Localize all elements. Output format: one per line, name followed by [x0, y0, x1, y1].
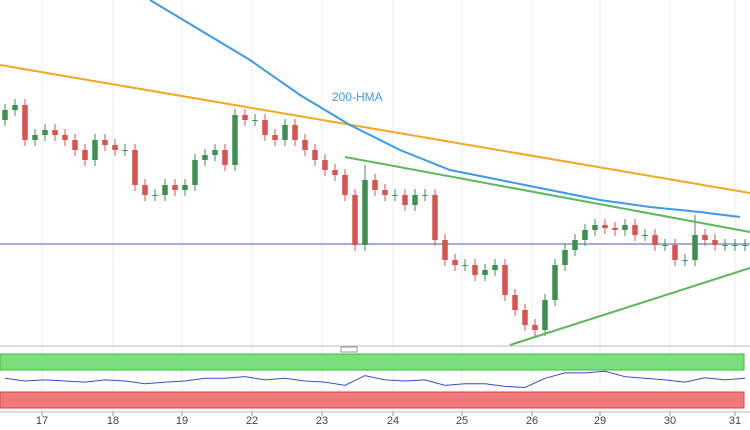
- x-tick-label: 22: [246, 415, 258, 427]
- candle-body: [602, 225, 608, 228]
- candle-body: [72, 140, 78, 150]
- candle-body: [232, 115, 238, 165]
- candle-body: [652, 235, 658, 245]
- candle-body: [252, 120, 258, 121]
- candle-body: [52, 130, 58, 135]
- candle-body: [312, 150, 318, 160]
- candle-body: [522, 310, 528, 325]
- candle-body: [482, 270, 488, 275]
- candle-body: [212, 150, 218, 155]
- candle-body: [172, 185, 178, 190]
- candle-body: [442, 240, 448, 260]
- candle-body: [132, 150, 138, 185]
- candle-body: [112, 145, 118, 150]
- candle-body: [742, 245, 748, 246]
- candle-body: [492, 265, 498, 270]
- resize-handle[interactable]: [340, 346, 358, 353]
- candle-body: [282, 125, 288, 140]
- candle-body: [662, 245, 668, 246]
- candle-body: [562, 250, 568, 265]
- x-tick-label: 31: [729, 415, 741, 427]
- candle-body: [122, 150, 128, 151]
- candle-body: [62, 135, 68, 140]
- candle-body: [302, 140, 308, 150]
- candle-body: [222, 150, 228, 165]
- candle-body: [22, 105, 28, 140]
- candle-body: [392, 195, 398, 196]
- candle-body: [12, 105, 18, 110]
- x-tick-label: 19: [176, 415, 188, 427]
- candle-body: [382, 190, 388, 195]
- candle-body: [682, 260, 688, 261]
- candle-body: [182, 185, 188, 190]
- rsi-overbought-band: [0, 353, 745, 371]
- candle-body: [242, 115, 248, 120]
- candle-body: [622, 225, 628, 230]
- candle-body: [42, 130, 48, 135]
- trendline: [0, 64, 750, 194]
- hma-label: 200-HMA: [332, 90, 383, 104]
- candle-body: [272, 135, 278, 140]
- candle-body: [732, 245, 738, 246]
- rsi-oversold-band: [0, 391, 745, 409]
- candle-body: [82, 150, 88, 160]
- candle-body: [102, 140, 108, 145]
- candle-body: [402, 195, 408, 205]
- candle-body: [162, 185, 168, 195]
- candle-body: [412, 195, 418, 205]
- x-tick-label: 26: [526, 415, 538, 427]
- candle-body: [32, 135, 38, 140]
- candle-body: [512, 295, 518, 310]
- x-tick-label: 23: [316, 415, 328, 427]
- candle-body: [612, 228, 618, 230]
- candle-body: [262, 120, 268, 135]
- candle-body: [362, 180, 368, 245]
- x-tick-label: 29: [594, 415, 606, 427]
- candle-body: [672, 245, 678, 260]
- candle-body: [702, 235, 708, 240]
- candle-body: [92, 140, 98, 160]
- candle-body: [712, 240, 718, 245]
- candle-body: [632, 225, 638, 235]
- candle-body: [472, 265, 478, 275]
- candle-body: [722, 245, 728, 246]
- candle-body: [452, 260, 458, 265]
- candle-body: [322, 160, 328, 170]
- candle-body: [352, 195, 358, 245]
- candle-body: [592, 225, 598, 230]
- candle-body: [582, 230, 588, 240]
- candle-body: [192, 160, 198, 185]
- trendline: [344, 156, 750, 233]
- candle-body: [332, 170, 338, 175]
- x-tick-label: 24: [387, 415, 399, 427]
- candle-body: [342, 175, 348, 195]
- x-tick-label: 30: [664, 415, 676, 427]
- candle-body: [422, 195, 428, 196]
- x-tick-label: 25: [456, 415, 468, 427]
- candle-body: [462, 265, 468, 266]
- hma-line: [149, 0, 741, 218]
- candle-body: [532, 325, 538, 330]
- candle-body: [692, 235, 698, 260]
- candle-body: [2, 110, 8, 120]
- candle-body: [292, 125, 298, 140]
- x-tick-label: 17: [36, 415, 48, 427]
- candle-body: [202, 155, 208, 160]
- candle-body: [552, 265, 558, 300]
- candle-body: [572, 240, 578, 250]
- candle-body: [642, 235, 648, 236]
- candle-body: [502, 265, 508, 295]
- rsi-line: [4, 370, 746, 388]
- x-tick-label: 18: [107, 415, 119, 427]
- trendline: [509, 267, 750, 346]
- candle-body: [372, 180, 378, 190]
- candle-body: [142, 185, 148, 195]
- candle-body: [432, 195, 438, 240]
- grid: [41, 0, 736, 412]
- candle-body: [152, 195, 158, 196]
- candle-body: [542, 300, 548, 330]
